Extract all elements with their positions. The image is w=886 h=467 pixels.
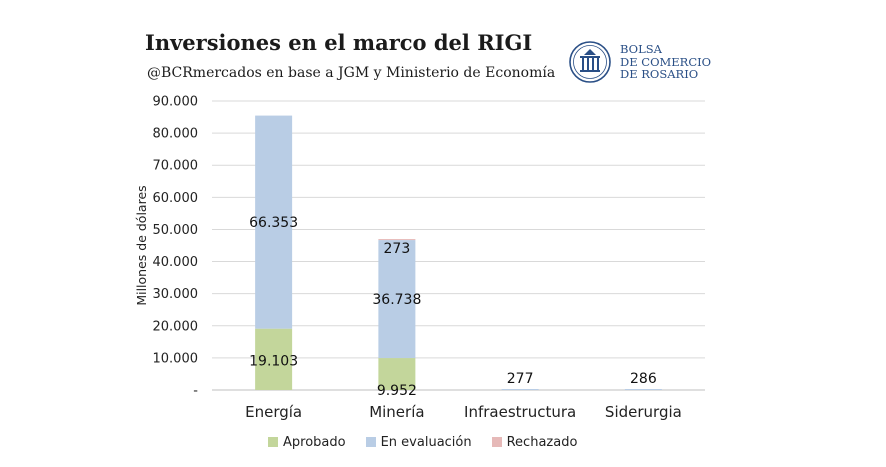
bar-segment [624,389,662,390]
y-tick-label: 30.000 [153,287,199,302]
y-tick-label: 50.000 [153,223,199,238]
y-tick-label: 10.000 [153,351,199,366]
x-tick-label: Minería [369,403,424,421]
chart-legend: Aprobado En evaluación Rechazado [268,433,597,451]
legend-label: Rechazado [506,434,578,450]
data-label: 36.738 [372,292,421,308]
legend-label: En evaluación [380,434,472,450]
bar-segment [255,115,293,329]
x-tick-label: Energía [245,403,302,421]
y-tick-label: 70.000 [153,159,199,174]
legend-swatch [365,437,376,447]
x-tick-label: Infraestructura [464,403,576,421]
chart-subtitle: @BCRmercados en base a JGM y Ministerio … [147,65,556,81]
legend-item: Rechazado [491,434,578,450]
data-label: 286 [630,371,657,387]
data-label: 277 [507,371,534,387]
y-axis-label: Millones de dólares [134,185,149,305]
y-tick-label: 20.000 [153,319,199,334]
legend-swatch [268,437,278,447]
legend-item: Aprobado [268,435,346,450]
data-label: 273 [384,241,411,257]
bar-segment [378,239,416,241]
y-tick-label: - [193,384,198,399]
data-label: 9.952 [377,383,417,399]
bar-segment [378,240,416,359]
y-tick-label: 40.000 [153,255,199,270]
y-tick-label: 80.000 [153,127,199,142]
y-tick-label: 60.000 [153,191,199,206]
chart-title: Inversiones en el marco del RIGI [145,30,533,55]
logo-line-2: DE COMERCIO [620,54,712,69]
bar-segment [501,389,539,390]
bar-segment [255,328,293,390]
y-tick-label: 90.000 [153,95,199,110]
legend-label: Aprobado [283,434,346,450]
bar-segment [378,358,416,390]
bcr-logo: BOLSA DE COMERCIO DE ROSARIO [568,40,718,84]
logo-line-3: DE ROSARIO [620,67,699,81]
logo-line-1: BOLSA [620,42,662,56]
data-label: 66.353 [249,215,298,231]
bcr-seal-icon [569,41,611,83]
logo-text: BOLSA DE COMERCIO DE ROSARIO [620,43,711,81]
x-tick-label: Siderurgia [605,403,682,421]
legend-swatch [491,437,502,447]
data-label: 19.103 [249,354,298,370]
legend-item: En evaluación [365,434,472,450]
